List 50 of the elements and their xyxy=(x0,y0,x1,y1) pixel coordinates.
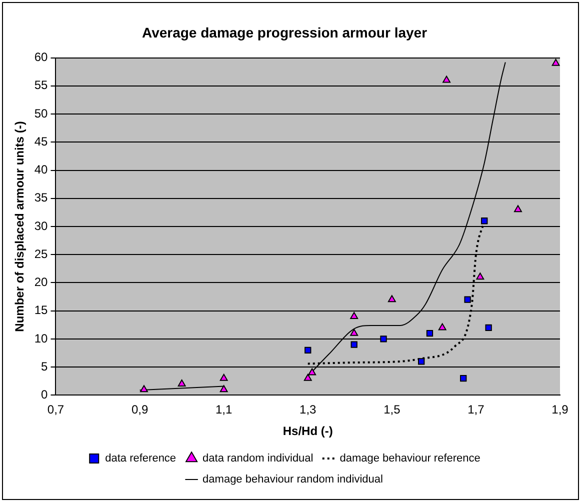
point xyxy=(308,368,316,376)
y-tick-label: 60 xyxy=(34,50,48,64)
point xyxy=(350,328,358,336)
point xyxy=(220,374,228,381)
point xyxy=(514,205,522,212)
y-tick-label: 5 xyxy=(41,359,48,374)
x-tick-label: 1,5 xyxy=(384,402,401,417)
point xyxy=(388,295,396,302)
x-axis-title: Hs/Hd (-) xyxy=(282,424,333,438)
point xyxy=(418,358,425,365)
point xyxy=(438,323,446,330)
legend-label: damage behaviour reference xyxy=(340,452,480,465)
y-tick-label: 10 xyxy=(34,331,48,346)
legend-label: data reference xyxy=(105,452,176,465)
point xyxy=(350,341,358,348)
x-tick-label: 1,1 xyxy=(215,402,232,417)
y-tick-label: 45 xyxy=(34,134,48,148)
y-tick-label: 0 xyxy=(41,388,48,402)
y-tick-label: 50 xyxy=(34,106,48,120)
point xyxy=(485,324,492,332)
y-tick-label: 25 xyxy=(34,246,48,261)
y-tick-label: 30 xyxy=(34,218,48,233)
point xyxy=(481,218,488,224)
y-axis-title: Number of displaced armour units (-) xyxy=(12,121,27,332)
point xyxy=(460,375,467,382)
point xyxy=(426,330,434,337)
point xyxy=(220,385,228,392)
point xyxy=(552,58,560,66)
point xyxy=(304,374,312,381)
y-tick-label: 40 xyxy=(34,162,48,177)
x-tick-label: 0,9 xyxy=(131,402,148,417)
point xyxy=(442,76,451,83)
point xyxy=(464,296,471,303)
point xyxy=(304,346,312,354)
point xyxy=(350,312,358,319)
x-tick-label: 1,3 xyxy=(300,402,317,417)
point xyxy=(380,336,387,342)
y-tick-label: 20 xyxy=(34,275,48,290)
legend-label: data random individual xyxy=(202,452,314,465)
x-tick-label: 1,9 xyxy=(552,402,569,417)
point xyxy=(178,379,186,386)
chart-title: Average damage progression armour layer xyxy=(142,24,428,40)
x-tick-label: 0,7 xyxy=(47,402,64,417)
legend-label: damage behaviour random individual xyxy=(202,474,383,486)
point xyxy=(140,385,148,392)
point xyxy=(476,272,484,280)
x-tick-label: 1,7 xyxy=(468,402,485,417)
y-tick-label: 15 xyxy=(34,303,48,318)
y-tick-label: 55 xyxy=(34,78,48,92)
y-tick-label: 35 xyxy=(34,190,48,205)
